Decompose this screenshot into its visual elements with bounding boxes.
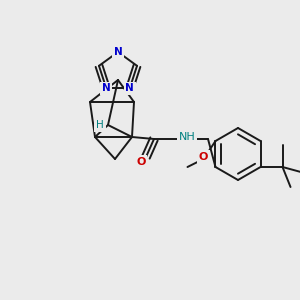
Text: N: N <box>125 83 134 93</box>
Text: O: O <box>199 152 208 162</box>
Text: H: H <box>96 120 104 130</box>
Text: N: N <box>114 47 122 57</box>
Text: N: N <box>102 83 111 93</box>
Text: O: O <box>136 157 146 167</box>
Text: NH: NH <box>178 132 195 142</box>
